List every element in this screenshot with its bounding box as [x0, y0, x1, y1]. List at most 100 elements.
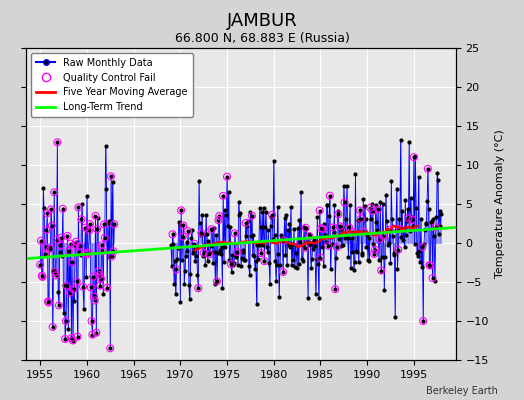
Point — [413, 253, 422, 260]
Point — [203, 258, 212, 264]
Point — [106, 345, 114, 352]
Point — [366, 204, 375, 211]
Point — [248, 213, 256, 219]
Point — [72, 238, 80, 245]
Point — [370, 251, 378, 257]
Point — [269, 235, 277, 242]
Point — [351, 170, 359, 177]
Point — [50, 189, 58, 196]
Point — [200, 250, 208, 256]
Point — [312, 290, 320, 297]
Point — [320, 220, 329, 227]
Point — [277, 237, 286, 243]
Point — [89, 274, 97, 280]
Point — [227, 261, 235, 267]
Point — [182, 253, 190, 260]
Point — [205, 251, 213, 258]
Point — [174, 245, 182, 252]
Point — [81, 224, 90, 231]
Point — [321, 232, 329, 239]
Point — [259, 205, 268, 211]
Point — [365, 258, 374, 264]
Point — [184, 228, 192, 234]
Point — [390, 252, 399, 258]
Point — [214, 217, 223, 223]
Point — [333, 244, 341, 250]
Point — [49, 324, 57, 330]
Point — [336, 226, 345, 232]
Point — [281, 252, 290, 258]
Point — [407, 194, 415, 201]
Point — [316, 254, 325, 261]
Point — [63, 233, 72, 239]
Point — [231, 230, 239, 236]
Point — [341, 199, 349, 206]
Point — [374, 206, 382, 212]
Point — [232, 254, 241, 260]
Point — [313, 214, 322, 220]
Point — [91, 213, 100, 219]
Point — [280, 237, 288, 244]
Point — [418, 244, 427, 250]
Point — [272, 278, 280, 284]
Point — [105, 217, 114, 224]
Point — [339, 242, 347, 248]
Point — [37, 238, 45, 244]
Point — [363, 232, 372, 238]
Point — [96, 282, 104, 289]
Point — [248, 252, 257, 259]
Point — [354, 258, 363, 265]
Point — [260, 258, 269, 264]
Point — [368, 208, 377, 214]
Point — [423, 198, 431, 204]
Point — [86, 221, 94, 227]
Point — [51, 269, 59, 275]
Legend: Raw Monthly Data, Quality Control Fail, Five Year Moving Average, Long-Term Tren: Raw Monthly Data, Quality Control Fail, … — [31, 53, 192, 117]
Point — [230, 260, 238, 266]
Point — [408, 217, 417, 223]
Point — [380, 287, 388, 293]
Point — [311, 243, 319, 249]
Point — [227, 269, 236, 275]
Point — [356, 207, 364, 214]
Point — [78, 201, 86, 207]
Point — [179, 233, 187, 240]
Point — [41, 251, 49, 257]
Point — [86, 221, 94, 227]
Point — [182, 238, 191, 245]
Point — [99, 248, 107, 254]
Point — [189, 246, 198, 253]
Point — [430, 232, 438, 239]
Point — [251, 266, 259, 272]
Point — [224, 189, 233, 195]
Point — [75, 243, 84, 249]
Point — [107, 253, 116, 260]
Point — [282, 212, 290, 218]
Point — [280, 215, 289, 221]
Point — [396, 226, 404, 232]
Point — [360, 229, 368, 235]
Point — [51, 272, 60, 278]
Point — [47, 206, 56, 212]
Point — [44, 298, 52, 305]
Point — [427, 219, 435, 226]
Point — [233, 249, 242, 255]
Point — [59, 206, 67, 212]
Point — [435, 208, 444, 214]
Point — [181, 268, 189, 274]
Point — [179, 222, 188, 229]
Point — [329, 224, 337, 231]
Point — [100, 221, 108, 228]
Point — [285, 221, 293, 228]
Point — [99, 248, 107, 254]
Point — [431, 224, 440, 230]
Point — [36, 262, 45, 268]
Point — [366, 204, 375, 211]
Point — [399, 225, 408, 231]
Point — [57, 234, 66, 241]
Point — [103, 284, 111, 291]
Point — [171, 290, 180, 297]
Point — [200, 231, 209, 237]
Point — [303, 238, 311, 245]
Point — [225, 256, 234, 263]
